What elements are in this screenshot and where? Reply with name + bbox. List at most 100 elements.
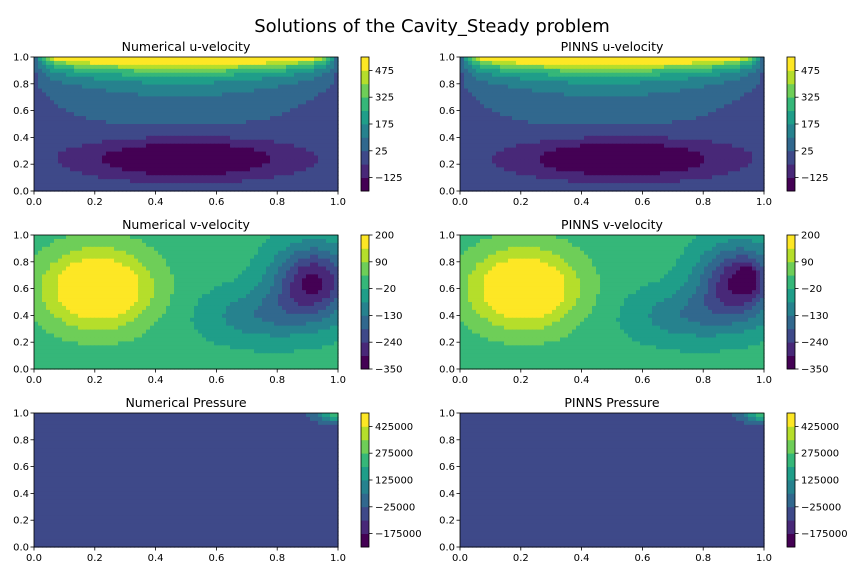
contour-cell — [198, 88, 203, 94]
contour-cell — [74, 131, 79, 137]
contour-cell — [34, 155, 39, 161]
contour-cell — [130, 96, 135, 101]
contour-cell — [102, 179, 107, 184]
contour-cell — [34, 92, 39, 98]
contour-cell — [464, 60, 469, 66]
contour-cell — [684, 57, 689, 62]
contour-cell — [270, 64, 275, 70]
contour-cell — [612, 72, 617, 78]
contour-cell — [174, 84, 179, 90]
contour-cell — [46, 116, 51, 121]
contour-cell — [480, 131, 485, 137]
contour-cell — [660, 159, 665, 165]
contour-cell — [194, 76, 199, 82]
contour-cell — [322, 96, 327, 101]
contour-cell — [38, 171, 43, 176]
contour-cell — [736, 104, 741, 109]
contour-cell — [34, 80, 39, 86]
contour-cell — [760, 96, 765, 101]
contour-cell — [226, 60, 231, 66]
contour-cell — [178, 120, 183, 125]
contour-cell — [134, 116, 139, 121]
contour-cell — [492, 108, 497, 113]
contour-cell — [724, 167, 729, 172]
contour-cell — [94, 84, 99, 90]
contour-cell — [174, 183, 179, 188]
contour-cell — [214, 135, 219, 141]
contour-cell — [90, 151, 95, 157]
contour-cell — [62, 135, 67, 141]
contour-cell — [480, 92, 485, 98]
contour-cell — [222, 183, 227, 188]
contour-cell — [604, 76, 609, 82]
contour-cell — [86, 124, 91, 129]
contour-cell — [676, 72, 681, 78]
contour-cell — [752, 139, 757, 145]
contour-cell — [202, 159, 207, 165]
contour-cell — [640, 80, 645, 86]
contour-cell — [254, 112, 259, 117]
contour-cell — [584, 163, 589, 168]
contour-cell — [202, 60, 207, 66]
contour-cell — [672, 64, 677, 70]
contour-cell — [732, 80, 737, 86]
contour-cell — [150, 104, 155, 109]
contour-cell — [34, 64, 39, 70]
contour-cell — [612, 167, 617, 172]
contour-cell — [696, 104, 701, 109]
contour-cell — [564, 163, 569, 168]
contour-cell — [588, 112, 593, 117]
contour-cell — [230, 120, 235, 125]
contour-cell — [700, 88, 705, 94]
contour-cell — [82, 57, 87, 62]
contour-cell — [564, 72, 569, 78]
contour-cell — [644, 84, 649, 90]
contour-cell — [146, 143, 151, 149]
contour-cell — [524, 131, 529, 137]
contour-cell — [42, 175, 47, 180]
contour-cell — [484, 96, 489, 101]
contour-cell — [492, 100, 497, 105]
contour-cell — [194, 96, 199, 101]
contour-cell — [258, 96, 263, 101]
contour-cell — [760, 155, 765, 161]
contour-cell — [206, 112, 211, 117]
contour-cell — [114, 76, 119, 82]
contour-cell — [234, 88, 239, 94]
contour-cell — [540, 76, 545, 82]
contour-cell — [246, 57, 251, 62]
contour-cell — [38, 147, 43, 153]
contour-cell — [90, 88, 95, 94]
contour-cell — [246, 88, 251, 94]
contour-cell — [54, 100, 59, 105]
contour-cell — [218, 96, 223, 101]
contour-cell — [314, 76, 319, 82]
contour-cell — [158, 139, 163, 145]
contour-cell — [178, 108, 183, 113]
contour-cell — [580, 88, 585, 94]
contour-cell — [270, 139, 275, 145]
contour-cell — [716, 124, 721, 129]
contour-cell — [122, 139, 127, 145]
contour-cell — [58, 104, 63, 109]
contour-cell — [110, 76, 115, 82]
contour-cell — [544, 147, 549, 153]
contour-cell — [696, 120, 701, 125]
contour-cell — [700, 68, 705, 74]
contour-cell — [732, 88, 737, 94]
contour-cell — [82, 68, 87, 74]
contour-cell — [278, 72, 283, 78]
contour-cell — [552, 151, 557, 157]
contour-cell — [572, 120, 577, 125]
contour-cell — [724, 72, 729, 78]
contour-cell — [78, 84, 83, 90]
contour-cell — [592, 92, 597, 98]
contour-cell — [38, 76, 43, 82]
contour-cell — [568, 68, 573, 74]
contour-cell — [146, 72, 151, 78]
contour-cell — [122, 84, 127, 90]
contour-cell — [628, 96, 633, 101]
contour-cell — [664, 143, 669, 149]
contour-cell — [174, 72, 179, 78]
contour-cell — [544, 116, 549, 121]
